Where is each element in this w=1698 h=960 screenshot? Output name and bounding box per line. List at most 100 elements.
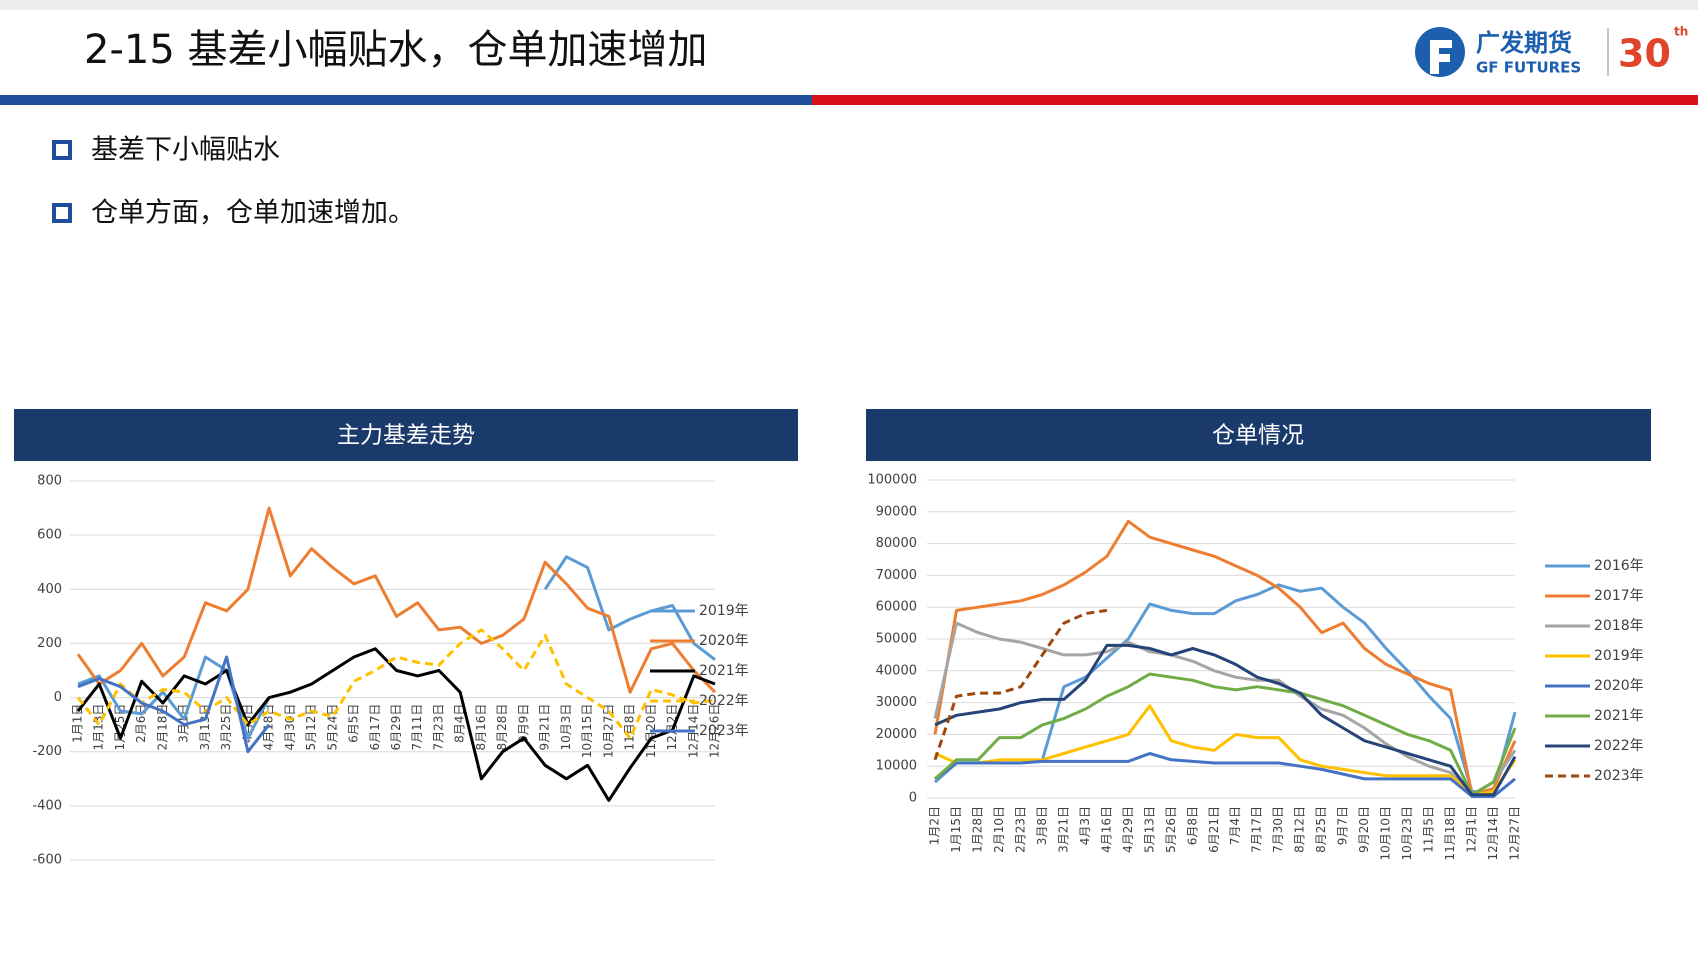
bullet-icon: [52, 203, 72, 223]
y-tick-label: 80000: [876, 536, 917, 551]
x-tick-label: 7月4日: [1228, 806, 1242, 845]
x-tick-label: 12月26日: [708, 704, 722, 759]
legend-label: 2018年: [1594, 618, 1644, 634]
y-tick-label: -600: [32, 853, 62, 868]
x-tick-label: 12月27日: [1508, 806, 1522, 861]
legend-label: 2023年: [1594, 768, 1644, 784]
series-line: [933, 621, 1517, 797]
logo-f: [1430, 40, 1452, 74]
x-tick-label: 6月17日: [368, 704, 382, 751]
legend-label: 2017年: [1594, 588, 1644, 604]
x-tick-label: 8月28日: [495, 704, 509, 751]
y-tick-label: 30000: [876, 695, 917, 710]
x-tick-label: 10月10日: [1379, 806, 1393, 861]
x-tick-label: 11月8日: [623, 704, 637, 751]
y-tick-label: 70000: [876, 568, 917, 583]
x-tick-label: 10月3日: [559, 704, 573, 751]
series-line: [76, 647, 716, 802]
x-tick-label: 12月1日: [1465, 806, 1479, 853]
series-line: [933, 608, 1108, 761]
y-tick-label: -200: [32, 744, 62, 759]
x-tick-label: 10月15日: [580, 704, 594, 759]
logo-cn: 广发期货: [1476, 29, 1572, 57]
bullet-text: 基差下小幅贴水: [91, 135, 280, 166]
legend-label: 2023年: [699, 723, 749, 739]
series-line: [934, 752, 1516, 798]
series-line: [77, 655, 271, 754]
series-line: [934, 704, 1517, 797]
x-tick-label: 9月7日: [1336, 806, 1350, 845]
y-tick-label: 60000: [876, 600, 917, 615]
series-line: [76, 506, 717, 694]
slide-title: 2-15 基差小幅贴水，仓单加速增加: [84, 27, 708, 73]
x-tick-label: 7月11日: [410, 704, 424, 751]
panel-header: [866, 409, 1651, 461]
y-tick-label: 200: [37, 636, 62, 651]
x-tick-label: 2月10日: [992, 806, 1006, 853]
header-bar-blue: [0, 95, 812, 105]
y-tick-label: 40000: [876, 663, 917, 678]
x-tick-label: 1月28日: [970, 806, 984, 853]
x-tick-label: 8月16日: [474, 704, 488, 751]
x-tick-label: 7月23日: [431, 704, 445, 751]
legend-label: 2021年: [699, 663, 749, 679]
x-tick-label: 6月8日: [1185, 806, 1199, 845]
y-tick-label: 100000: [867, 473, 917, 488]
legend-label: 2022年: [1594, 738, 1644, 754]
header-bar-red: [812, 95, 1698, 105]
legend-label: 2020年: [699, 633, 749, 649]
x-tick-label: 3月25日: [219, 704, 233, 751]
y-tick-label: 10000: [876, 759, 917, 774]
y-tick-label: 50000: [876, 632, 917, 647]
top-strip: [0, 0, 1698, 10]
x-tick-label: 4月16日: [1099, 806, 1113, 853]
x-tick-label: 12月2日: [665, 704, 679, 751]
x-tick-label: 6月21日: [1207, 806, 1221, 853]
x-tick-label: 1月1日: [71, 704, 85, 743]
legend-label: 2016年: [1594, 558, 1644, 574]
series-line: [934, 643, 1517, 797]
y-tick-label: -400: [32, 798, 62, 813]
x-tick-label: 9月9日: [516, 704, 530, 743]
x-tick-label: 5月12日: [304, 704, 318, 751]
x-tick-label: 11月18日: [1443, 806, 1457, 861]
x-tick-label: 1月25日: [113, 704, 127, 751]
x-tick-label: 5月13日: [1142, 806, 1156, 853]
x-tick-label: 9月21日: [538, 704, 552, 751]
x-tick-label: 8月25日: [1314, 806, 1328, 853]
x-tick-label: 1月2日: [928, 806, 942, 845]
logo-badge-sup: th: [1674, 25, 1688, 39]
y-tick-label: 600: [37, 528, 62, 543]
y-tick-label: 90000: [876, 504, 917, 519]
x-tick-label: 7月30日: [1271, 806, 1285, 853]
chart-title: 仓单情况: [1212, 423, 1304, 449]
chart-title: 主力基差走势: [337, 423, 475, 449]
x-tick-label: 1月13日: [92, 704, 106, 751]
x-tick-label: 1月15日: [949, 806, 963, 853]
x-tick-label: 2月23日: [1013, 806, 1027, 853]
y-tick-label: 800: [37, 474, 62, 489]
x-tick-label: 3月21日: [1056, 806, 1070, 853]
bullet-text: 仓单方面，仓单加速增加。: [91, 198, 415, 229]
x-tick-label: 7月17日: [1250, 806, 1264, 853]
x-tick-label: 3月13日: [198, 704, 212, 751]
y-tick-label: 0: [54, 690, 62, 705]
legend-label: 2021年: [1594, 708, 1644, 724]
x-tick-label: 12月14日: [1486, 806, 1500, 861]
x-tick-label: 8月4日: [453, 704, 467, 743]
legend-label: 2019年: [1594, 648, 1644, 664]
x-tick-label: 3月8日: [1035, 806, 1049, 845]
x-tick-label: 6月5日: [347, 704, 361, 743]
x-tick-label: 5月26日: [1164, 806, 1178, 853]
x-tick-label: 4月3日: [1078, 806, 1092, 845]
logo-badge: 30: [1618, 32, 1671, 76]
x-tick-label: 9月20日: [1357, 806, 1371, 853]
bullet-icon: [52, 140, 72, 160]
y-tick-label: 400: [37, 582, 62, 597]
panel-header: [14, 409, 798, 461]
x-tick-label: 10月23日: [1400, 806, 1414, 861]
logo: 广发期货 GF FUTURES 30 th: [1415, 25, 1688, 77]
series-line: [933, 519, 1517, 797]
